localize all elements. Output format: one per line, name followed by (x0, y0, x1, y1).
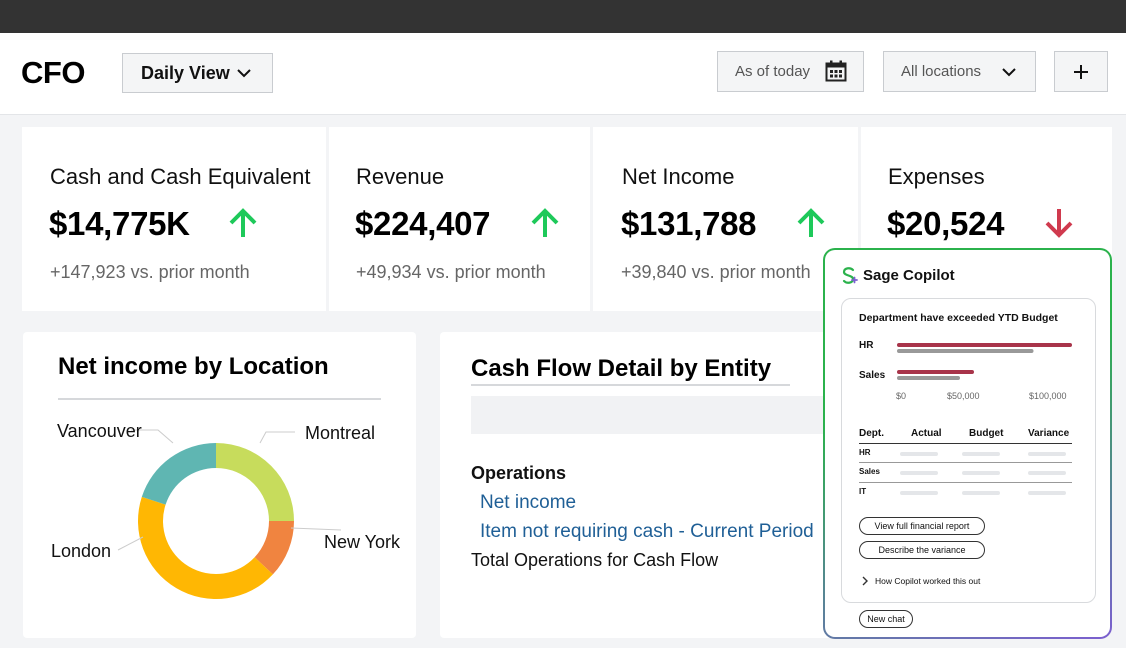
table-divider (859, 443, 1072, 444)
calendar-icon (825, 60, 847, 82)
bar-hr-series-0 (897, 343, 1072, 347)
donut-chart (117, 429, 342, 599)
donut-slice-london (137, 496, 273, 599)
chevron-down-icon (1002, 68, 1016, 77)
kpi-label: Revenue (356, 164, 445, 189)
chevron-down-icon (237, 69, 251, 78)
table-row-label: Sales (859, 467, 880, 476)
new-chat-button[interactable]: New chat (859, 610, 913, 628)
title-underline (58, 398, 381, 400)
kpi-label: Expenses (888, 164, 985, 189)
kpi-value: $14,775K (49, 205, 190, 242)
table-divider (859, 462, 1072, 463)
table-header: Dept. (859, 428, 884, 439)
chevron-right-icon (862, 576, 868, 586)
leader-line (131, 429, 174, 444)
add-button[interactable] (1054, 51, 1108, 92)
bar-label-hr: HR (859, 340, 874, 351)
axis-tick-label: $50,000 (947, 391, 980, 401)
view-select[interactable]: Daily View (122, 53, 273, 93)
placeholder-bar (900, 452, 938, 456)
non-cash-items-link[interactable]: Item not requiring cash - Current Period (480, 521, 814, 542)
table-divider (859, 482, 1072, 483)
donut-slice-new-york (254, 521, 294, 575)
location-filter-label: All locations (901, 63, 982, 80)
kpi-card-revenue: Revenue $224,407 +49,934 vs. prior month (329, 127, 590, 311)
donut-slice-vancouver (141, 443, 216, 505)
chart-label-vancouver: Vancouver (57, 421, 142, 441)
kpi-label: Cash and Cash Equivalent (50, 164, 311, 189)
kpi-change: +147,923 vs. prior month (50, 262, 250, 282)
card-title: Cash Flow Detail by Entity (471, 355, 772, 382)
budget-bar-chart (897, 343, 1072, 380)
cash-flow-detail-card: Cash Flow Detail by Entity Operations Ne… (440, 332, 840, 638)
page-title: CFO (21, 55, 85, 90)
placeholder-bar (962, 471, 1000, 475)
chart-label-montreal: Montreal (305, 423, 376, 443)
placeholder-bar (1028, 491, 1066, 495)
window-top-bar (0, 0, 1126, 33)
copilot-title: Sage Copilot (863, 267, 955, 284)
arrow-up-icon (229, 208, 257, 237)
date-filter-label: As of today (735, 63, 811, 80)
placeholder-bar (962, 491, 1000, 495)
section-heading: Operations (471, 463, 567, 483)
kpi-value: $20,524 (887, 205, 1005, 242)
card-title: Net income by Location (58, 353, 329, 380)
plus-icon (1074, 64, 1088, 79)
table-row-label: IT (859, 487, 867, 496)
table-header-placeholder (471, 396, 840, 434)
placeholder-bar (1028, 452, 1066, 456)
kpi-value: $131,788 (621, 205, 757, 242)
kpi-card-cash: Cash and Cash Equivalent $14,775K +147,9… (22, 127, 326, 311)
table-header: Variance (1028, 428, 1070, 439)
bar-sales-series-0 (897, 370, 974, 374)
leader-line (259, 431, 295, 444)
donut-slice-montreal (216, 443, 294, 521)
chart-label-new-york: New York (324, 532, 401, 552)
page-header: CFO Daily View As of today All locations (0, 33, 1126, 115)
axis-tick-label: $100,000 (1029, 391, 1067, 401)
title-underline (471, 384, 790, 386)
placeholder-bar (962, 452, 1000, 456)
message-title: Department have exceeded YTD Budget (859, 312, 1058, 324)
bar-sales-series-1 (897, 376, 960, 380)
kpi-value: $224,407 (355, 205, 491, 242)
chart-label-london: London (51, 541, 112, 561)
view-select-label: Daily View (141, 62, 230, 83)
bar-hr-series-1 (897, 349, 1034, 353)
table-row-label: HR (859, 448, 871, 457)
leader-line (290, 527, 342, 531)
sage-copilot-panel: Sage Copilot Department have exceeded YT… (823, 248, 1112, 639)
location-filter-select[interactable]: All locations (883, 51, 1036, 92)
table-header: Budget (969, 428, 1004, 439)
copilot-explain-label: How Copilot worked this out (875, 576, 981, 586)
describe-variance-button[interactable]: Describe the variance (859, 541, 985, 559)
bar-label-sales: Sales (859, 370, 886, 381)
kpi-change: +39,840 vs. prior month (621, 262, 811, 282)
view-financial-report-button[interactable]: View full financial report (859, 517, 985, 535)
table-header: Actual (911, 428, 942, 439)
placeholder-bar (900, 491, 938, 495)
placeholder-bar (900, 471, 938, 475)
axis-tick-label: $0 (896, 391, 907, 401)
net-income-by-location-card: Net income by Location Vancouver Montrea… (23, 332, 416, 638)
leader-line (117, 536, 144, 551)
total-operations: Total Operations for Cash Flow (471, 550, 719, 570)
sage-copilot-logo-icon (842, 267, 858, 284)
kpi-card-net-income: Net Income $131,788 +39,840 vs. prior mo… (593, 127, 858, 311)
net-income-link[interactable]: Net income (480, 492, 577, 513)
arrow-up-icon (531, 208, 559, 237)
kpi-label: Net Income (622, 164, 735, 189)
arrow-down-icon (1045, 209, 1073, 238)
placeholder-bar (1028, 471, 1066, 475)
arrow-up-icon (797, 208, 825, 237)
kpi-change: +49,934 vs. prior month (356, 262, 546, 282)
date-filter-button[interactable]: As of today (717, 51, 864, 92)
copilot-message-card: Department have exceeded YTD Budget HR S… (841, 298, 1096, 603)
copilot-explain-toggle[interactable]: How Copilot worked this out (861, 575, 980, 587)
